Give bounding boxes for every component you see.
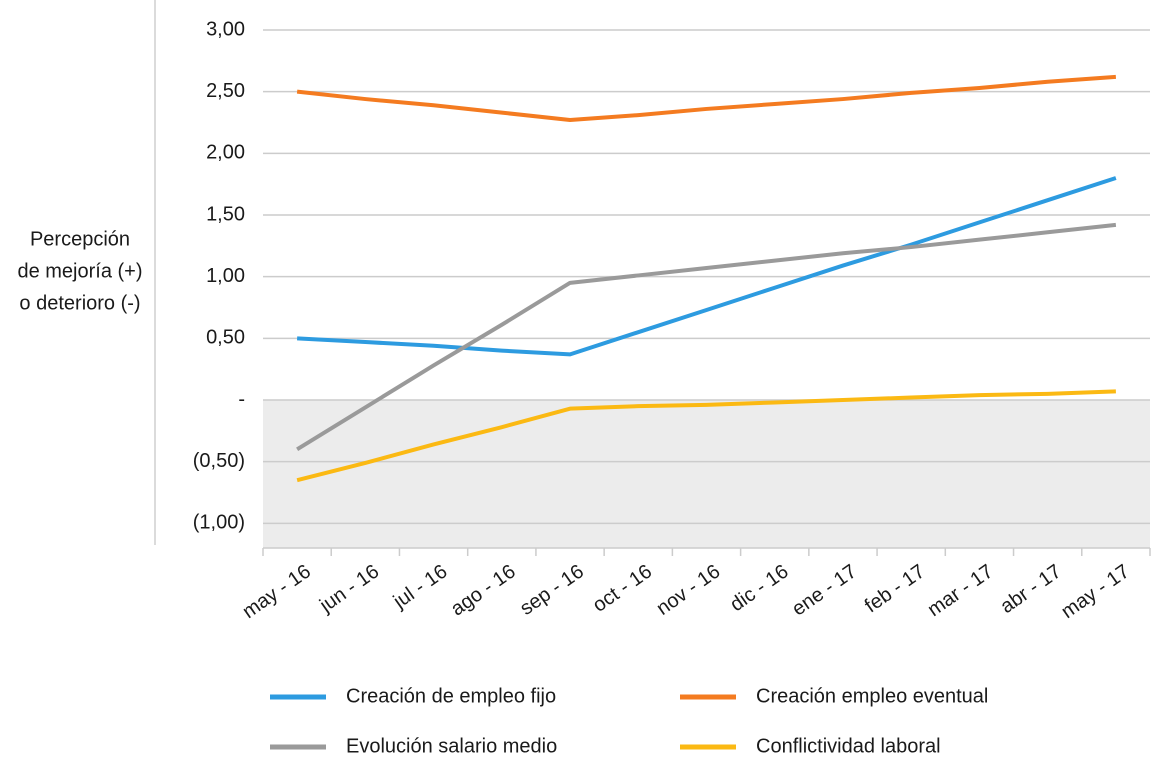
x-tick-label: feb - 17	[861, 560, 929, 617]
x-tick-label: nov - 16	[653, 560, 725, 619]
legend-label: Evolución salario medio	[346, 735, 557, 757]
x-tick-label: ene - 17	[788, 560, 861, 620]
legend-label: Creación empleo eventual	[756, 685, 988, 707]
y-tick-label: 2,50	[206, 80, 245, 102]
x-tick-label: abr - 17	[996, 560, 1065, 618]
y-axis-label: de mejoría (+)	[17, 260, 142, 282]
y-tick-label: 1,50	[206, 203, 245, 225]
y-tick-label: (0,50)	[193, 450, 245, 472]
y-tick-label: 2,00	[206, 142, 245, 164]
negative-region	[263, 400, 1150, 548]
x-tick-label: may - 17	[1057, 560, 1133, 623]
y-tick-label: (1,00)	[193, 512, 245, 534]
y-tick-label: -	[238, 388, 245, 410]
y-axis-label: o deterioro (-)	[19, 292, 140, 314]
x-tick-label: may - 16	[239, 560, 315, 623]
x-tick-label: jul - 16	[389, 560, 452, 613]
x-tick-label: oct - 16	[589, 560, 656, 616]
y-tick-label: 3,00	[206, 18, 245, 40]
line-series	[296, 389, 1116, 483]
x-tick-label: dic - 16	[726, 560, 792, 616]
line-series	[296, 74, 1117, 123]
y-axis-label: Percepción	[30, 228, 130, 250]
line-series	[296, 222, 1117, 452]
legend-label: Conflictividad laboral	[756, 735, 941, 757]
y-tick-label: 1,00	[206, 265, 245, 287]
x-tick-label: ago - 16	[447, 560, 520, 620]
x-tick-label: jun - 16	[315, 560, 383, 617]
line-series	[297, 176, 1117, 357]
y-tick-label: 0,50	[206, 327, 245, 349]
legend-label: Creación de empleo fijo	[346, 685, 556, 707]
x-tick-label: mar - 17	[924, 560, 998, 621]
x-tick-label: sep - 16	[516, 560, 588, 619]
